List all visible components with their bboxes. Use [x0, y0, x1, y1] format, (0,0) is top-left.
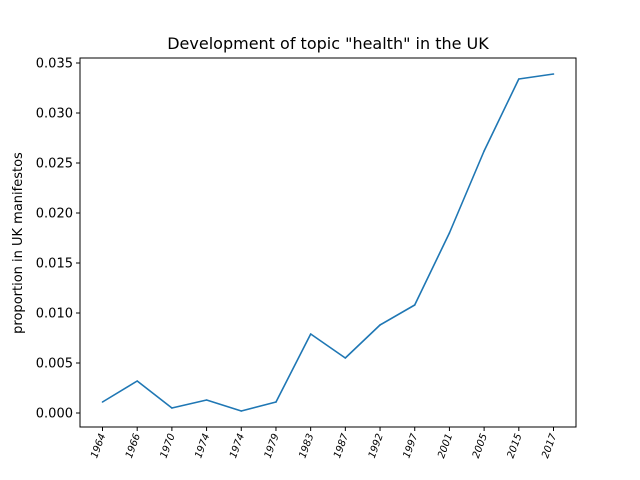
x-tick-label: 1997	[402, 432, 421, 460]
data-point	[136, 380, 138, 382]
data-point	[171, 407, 173, 409]
x-tick-label: 1974	[228, 432, 247, 460]
y-tick-label: 0.020	[36, 207, 73, 222]
data-point	[240, 410, 243, 412]
data-point	[413, 304, 416, 306]
y-tick-label: 0.005	[36, 357, 73, 372]
data-point	[518, 78, 520, 80]
x-tick-label: 1983	[297, 432, 316, 460]
data-point	[205, 399, 208, 401]
x-tick-label: 2001	[436, 432, 455, 460]
data-point	[309, 333, 312, 335]
y-axis: 0.000 0.005 0.010 0.015 0.020 0.025 0.030 0.035	[36, 57, 80, 422]
x-tick-label: 1992	[367, 432, 386, 460]
plot-frame	[79, 57, 577, 428]
data-point	[275, 401, 277, 403]
data-point	[483, 150, 485, 152]
x-tick-label: 2015	[506, 432, 525, 460]
y-tick-label: 0.010	[36, 307, 73, 322]
x-tick-label: 2005	[471, 432, 490, 460]
data-point	[101, 401, 104, 403]
y-tick-label: 0.030	[36, 107, 73, 122]
x-tick-label: 1964	[89, 432, 108, 460]
x-tick-label: 1966	[124, 432, 143, 460]
x-tick-label: 1979	[263, 432, 282, 460]
series-line	[102, 73, 554, 412]
series-group	[101, 73, 555, 412]
y-axis-label: proportion in UK manifestos	[11, 152, 26, 334]
y-tick-label: 0.000	[36, 407, 73, 422]
data-point	[552, 73, 555, 75]
chart-title: Development of topic "health" in the UK	[167, 34, 489, 53]
x-tick-label: 1970	[159, 432, 178, 460]
y-tick-label: 0.025	[36, 157, 73, 172]
data-point	[379, 324, 381, 326]
data-point	[344, 357, 347, 359]
x-axis: 1964 1966 1970 1974 1974 1979 1983 1987 1992 1997…	[89, 427, 560, 460]
data-point	[448, 232, 451, 234]
x-tick-label: 2017	[540, 432, 559, 460]
x-tick-label: 1987	[332, 432, 351, 460]
y-tick-label: 0.035	[36, 57, 73, 72]
y-tick-label: 0.015	[36, 257, 73, 272]
x-tick-label: 1974	[193, 432, 212, 460]
